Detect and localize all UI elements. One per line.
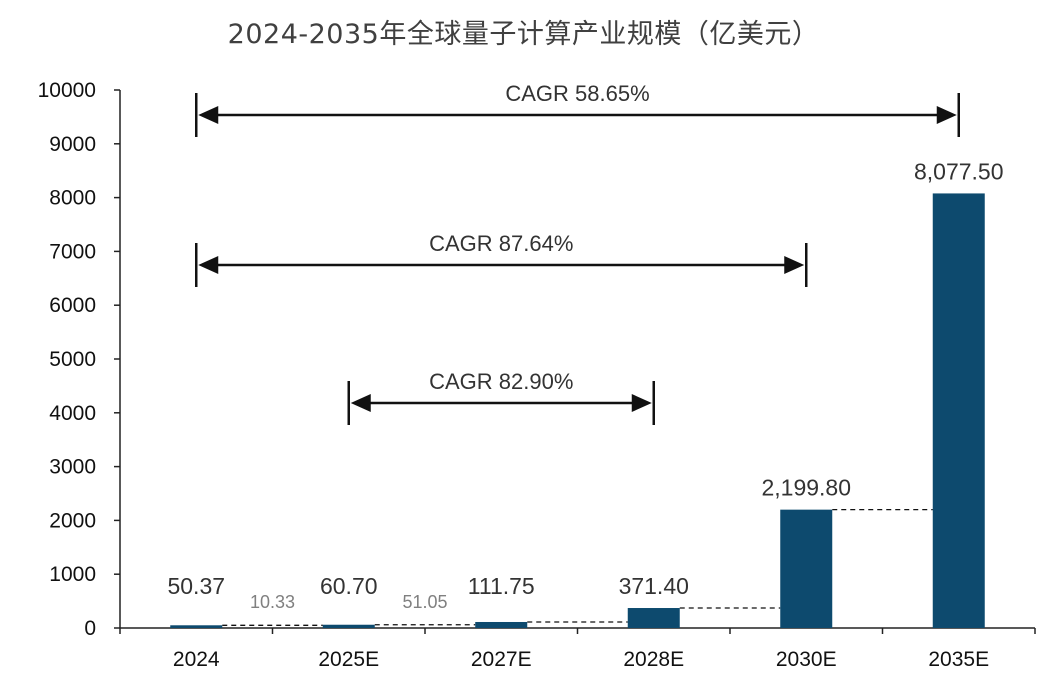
y-axis: 0 1000 2000 3000 4000 5000 6000 7000 8000 9000 100… — [38, 79, 121, 640]
value-label: 60.70 — [320, 573, 378, 599]
y-tick-label: 0 — [84, 617, 96, 640]
cagr-annotations: CAGR 58.65% CAGR 87.64% CAGR 82.90% — [195, 81, 960, 425]
value-label: 8,077.50 — [914, 158, 1004, 184]
bar-2024 — [170, 625, 223, 628]
cagr-arrow: CAGR 82.90% — [347, 369, 655, 425]
bar-2027E — [475, 621, 528, 628]
arrowhead-left-icon — [198, 256, 219, 274]
value-label: 111.75 — [468, 573, 535, 599]
y-tick-label: 4000 — [49, 402, 96, 425]
growth-label: 10.33 — [250, 592, 295, 612]
value-label: 50.37 — [167, 573, 225, 599]
y-tick-label: 7000 — [49, 240, 96, 263]
y-tick-label: 1000 — [49, 563, 96, 586]
chart-title: 2024-2035年全球量子计算产业规模（亿美元） — [227, 19, 820, 50]
y-tick-label: 2000 — [49, 509, 96, 532]
arrowhead-right-icon — [631, 394, 652, 412]
cagr-label: CAGR 58.65% — [505, 81, 649, 106]
value-label: 371.40 — [619, 573, 689, 599]
x-tick-label: 2024 — [173, 648, 220, 671]
bar-2025E — [322, 624, 375, 628]
bar-2030E — [780, 509, 833, 628]
x-tick-label: 2025E — [318, 648, 379, 671]
cagr-arrow: CAGR 87.64% — [195, 231, 808, 287]
cagr-arrow: CAGR 58.65% — [195, 81, 960, 137]
bars — [170, 193, 985, 629]
y-tick-label: 3000 — [49, 456, 96, 479]
value-labels: 50.37 60.70 111.75 371.40 2,199.80 8,077.50 10… — [167, 158, 1003, 612]
value-label: 2,199.80 — [761, 475, 851, 501]
growth-label: 51.05 — [402, 592, 447, 612]
bar-2028E — [627, 608, 680, 628]
arrowhead-left-icon — [198, 106, 219, 124]
x-tick-label: 2028E — [623, 648, 684, 671]
y-tick-label: 10000 — [38, 79, 96, 102]
arrowhead-left-icon — [350, 394, 371, 412]
y-tick-label: 8000 — [49, 187, 96, 210]
bar-2035E — [932, 193, 985, 629]
cagr-label: CAGR 82.90% — [429, 369, 573, 394]
x-axis: 2024 2025E 2027E 2028E 2030E 2035E — [119, 627, 1036, 671]
cagr-label: CAGR 87.64% — [429, 231, 573, 256]
y-tick-label: 6000 — [49, 294, 96, 317]
x-tick-label: 2030E — [776, 648, 837, 671]
x-tick-label: 2035E — [928, 648, 989, 671]
x-tick-label: 2027E — [471, 648, 532, 671]
y-tick-label: 5000 — [49, 348, 96, 371]
arrowhead-right-icon — [936, 106, 957, 124]
y-tick-label: 9000 — [49, 133, 96, 156]
arrowhead-right-icon — [784, 256, 805, 274]
dashed-connectors — [222, 509, 933, 626]
